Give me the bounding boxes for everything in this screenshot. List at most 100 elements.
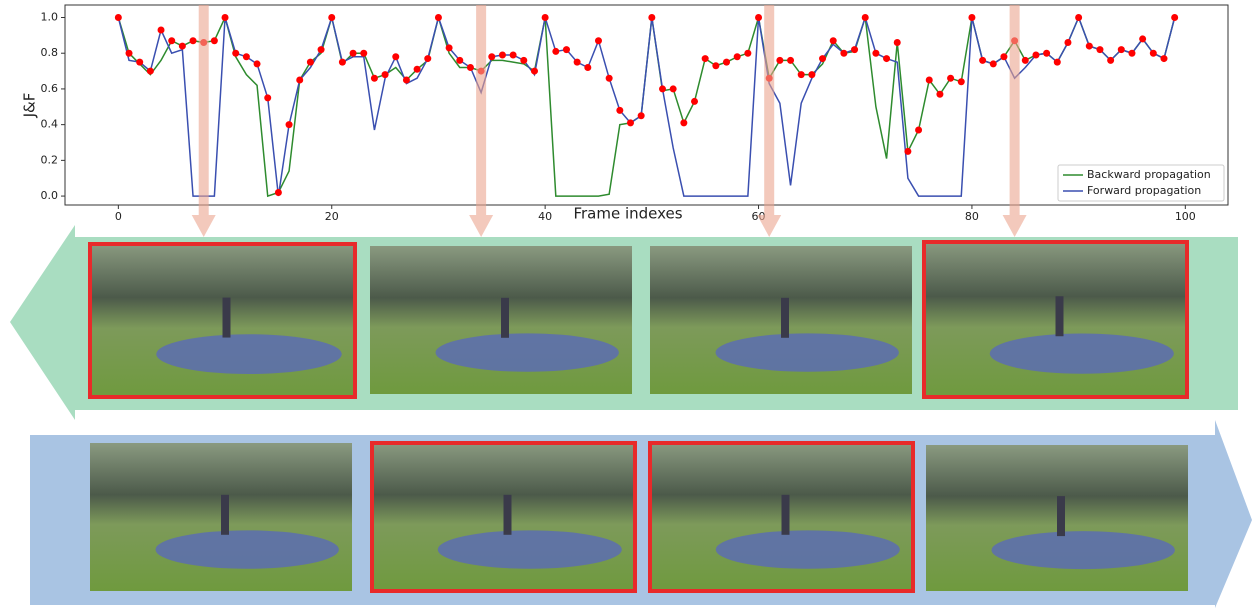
y-tick-label: 0.0 <box>41 189 59 202</box>
point-marker <box>360 50 367 57</box>
point-marker <box>947 75 954 82</box>
point-marker <box>744 50 751 57</box>
frame-panels <box>10 225 1252 608</box>
person <box>501 298 509 338</box>
point-marker <box>648 14 655 21</box>
point-marker <box>574 59 581 66</box>
point-marker <box>680 119 687 126</box>
tunnel <box>156 530 339 568</box>
point-marker <box>958 78 965 85</box>
tunnel <box>990 333 1174 373</box>
tunnel <box>991 531 1174 569</box>
point-marker <box>179 43 186 50</box>
point-marker <box>915 127 922 134</box>
plot-frame <box>65 5 1228 205</box>
point-marker <box>702 55 709 62</box>
person <box>781 298 789 338</box>
point-marker <box>926 77 933 84</box>
point-marker <box>403 77 410 84</box>
y-tick-label: 0.6 <box>41 82 59 95</box>
point-marker <box>115 14 122 21</box>
point-marker <box>414 66 421 73</box>
point-marker <box>1075 14 1082 21</box>
point-marker <box>190 37 197 44</box>
point-marker <box>318 46 325 53</box>
point-marker <box>1107 57 1114 64</box>
point-marker <box>979 57 986 64</box>
point-marker <box>606 75 613 82</box>
point-marker <box>446 44 453 51</box>
y-tick-label: 0.2 <box>41 153 59 166</box>
point-marker <box>862 14 869 21</box>
point-marker <box>435 14 442 21</box>
point-marker <box>520 57 527 64</box>
point-marker <box>350 50 357 57</box>
point-marker <box>840 50 847 57</box>
point-marker <box>1128 50 1135 57</box>
point-marker <box>990 60 997 67</box>
point-marker <box>1171 14 1178 21</box>
person <box>782 495 790 535</box>
point-marker <box>1139 35 1146 42</box>
point-marker <box>1150 50 1157 57</box>
point-marker <box>734 53 741 60</box>
point-marker <box>904 148 911 155</box>
tunnel <box>156 334 342 374</box>
point-marker <box>883 55 890 62</box>
point-marker <box>616 107 623 114</box>
tunnel <box>716 333 899 371</box>
person <box>1056 296 1064 336</box>
point-marker <box>542 14 549 21</box>
point-marker <box>1043 50 1050 57</box>
point-marker <box>723 59 730 66</box>
point-marker <box>1160 55 1167 62</box>
point-marker <box>211 37 218 44</box>
point-marker <box>339 59 346 66</box>
tunnel <box>436 333 619 371</box>
point-marker <box>1096 46 1103 53</box>
y-tick-label: 0.8 <box>41 46 59 59</box>
point-marker <box>158 27 165 34</box>
point-marker <box>787 57 794 64</box>
point-marker <box>552 48 559 55</box>
y-tick-label: 1.0 <box>41 11 59 24</box>
person <box>1057 496 1065 536</box>
point-marker <box>168 37 175 44</box>
point-marker <box>222 14 229 21</box>
point-marker <box>798 71 805 78</box>
point-marker <box>456 57 463 64</box>
tunnel <box>716 530 900 568</box>
point-marker <box>936 91 943 98</box>
point-marker <box>1054 59 1061 66</box>
point-marker <box>563 46 570 53</box>
point-marker <box>232 50 239 57</box>
point-marker <box>851 46 858 53</box>
point-marker <box>392 53 399 60</box>
point-marker <box>510 52 517 59</box>
point-marker <box>531 68 538 75</box>
point-marker <box>670 85 677 92</box>
point-marker <box>307 59 314 66</box>
y-tick-label: 0.4 <box>41 118 59 131</box>
point-marker <box>968 14 975 21</box>
point-marker <box>328 14 335 21</box>
tunnel <box>438 530 622 568</box>
point-marker <box>808 71 815 78</box>
point-marker <box>627 119 634 126</box>
plot-area: 0.00.20.40.60.81.0020406080100Backward p… <box>41 5 1229 223</box>
point-marker <box>712 62 719 69</box>
x-tick-label: 20 <box>325 210 339 223</box>
legend-label: Backward propagation <box>1087 168 1211 181</box>
point-marker <box>894 39 901 46</box>
point-marker <box>371 75 378 82</box>
page: {"chart_data": {"type": "line", "xlabel"… <box>0 0 1254 616</box>
point-marker <box>830 37 837 44</box>
point-marker <box>584 64 591 71</box>
x-tick-label: 0 <box>115 210 122 223</box>
point-marker <box>499 52 506 59</box>
person <box>223 298 231 338</box>
point-marker <box>254 60 261 67</box>
point-marker <box>691 98 698 105</box>
point-marker <box>243 53 250 60</box>
point-marker <box>776 57 783 64</box>
